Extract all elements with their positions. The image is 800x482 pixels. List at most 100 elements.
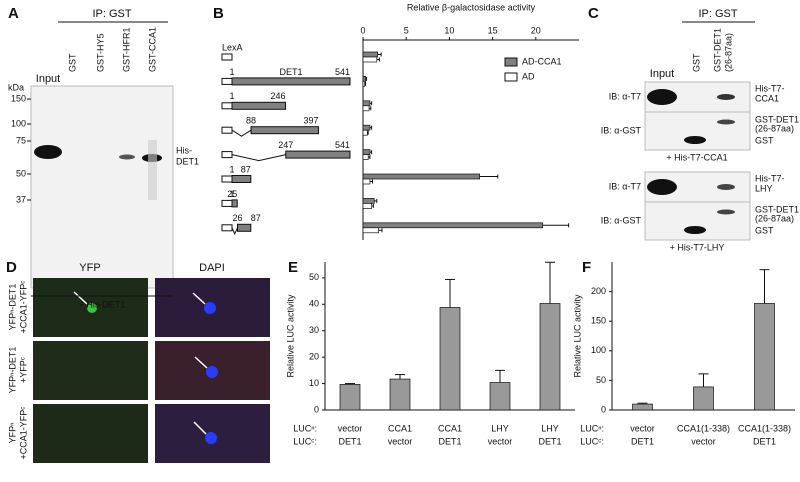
nucleus xyxy=(205,432,217,444)
lane-label: GST xyxy=(691,53,701,72)
bar xyxy=(362,173,480,180)
bar xyxy=(362,76,366,82)
bar xyxy=(362,203,372,209)
nucleus xyxy=(87,303,97,313)
lane-label: GST-CCA1 xyxy=(147,27,157,72)
column-label: DAPI xyxy=(199,262,225,274)
construct-end: 87 xyxy=(251,213,261,223)
panel-letter: A xyxy=(8,5,19,22)
x-tick-label: 5 xyxy=(404,25,409,35)
construct-start: 1 xyxy=(229,164,234,174)
row-label: LUCⁿ: xyxy=(293,423,317,433)
bar xyxy=(362,129,368,136)
yfp-image xyxy=(33,341,148,400)
x-tick-label: CCA1 xyxy=(438,423,462,433)
panel-letter: F xyxy=(582,259,591,276)
bar xyxy=(362,222,544,229)
band xyxy=(717,184,735,190)
x-tick-label: DET1 xyxy=(631,436,654,446)
marker-label: 100 xyxy=(11,118,26,128)
lexa-box xyxy=(221,126,233,134)
band xyxy=(717,94,735,100)
lane-label: GST xyxy=(67,53,77,72)
x-tick-label: CCA1(1-338) xyxy=(677,423,730,433)
construct-bar xyxy=(285,150,351,159)
deletion xyxy=(231,227,238,236)
lane-label: GST-HY5 xyxy=(95,33,105,72)
lexa-box xyxy=(221,151,233,159)
x-tick-label: vector xyxy=(630,423,655,433)
band-label: (26-87aa) xyxy=(755,123,794,133)
arrows xyxy=(73,291,208,435)
nucleus xyxy=(204,302,216,314)
bar xyxy=(439,307,461,411)
bar xyxy=(362,227,379,234)
y-axis-title: Relative LUC activity xyxy=(572,294,582,378)
bar xyxy=(362,149,371,155)
x-tick-label: vector xyxy=(388,436,413,446)
construct-label: LexA xyxy=(222,42,243,52)
band xyxy=(647,89,677,105)
yfp-image xyxy=(33,404,148,463)
construct-start: 247 xyxy=(278,140,293,150)
y-tick-label: 40 xyxy=(309,299,319,309)
marker-label: 75 xyxy=(16,135,26,145)
y-tick-label: 100 xyxy=(591,345,606,355)
x-tick-label: LHY xyxy=(541,423,559,433)
bar xyxy=(362,198,375,204)
band-label: GST xyxy=(755,135,774,145)
smear xyxy=(148,140,157,200)
construct-bar xyxy=(250,126,320,135)
footer: + His-T7-LHY xyxy=(670,242,725,252)
construct-end: 541 xyxy=(335,67,350,77)
footer: + His-T7-CCA1 xyxy=(666,152,727,162)
panel-letter: D xyxy=(6,259,17,276)
bar xyxy=(754,303,775,411)
y-tick-label: 50 xyxy=(309,272,319,282)
x-tick-label: 0 xyxy=(360,25,365,35)
x-axis-title: Relative β-galactosidase activity xyxy=(407,2,536,12)
band xyxy=(684,136,706,144)
x-tick-label: vector xyxy=(338,423,363,433)
kda-label: kDa xyxy=(8,82,24,92)
construct-bar xyxy=(236,223,252,232)
x-tick-label: CCA1(1-338) xyxy=(738,423,791,433)
legend-label: AD-CCA1 xyxy=(522,56,562,66)
blot xyxy=(644,201,751,241)
column-label: YFP xyxy=(79,262,100,274)
lexa-box xyxy=(221,102,233,110)
deletion xyxy=(231,129,252,137)
row-label: YFPⁿ-DET1 xyxy=(7,284,17,331)
marker-label: 37 xyxy=(16,194,26,204)
construct-label: DET1 xyxy=(279,67,302,77)
construct-end: 246 xyxy=(271,91,286,101)
construct-bar xyxy=(231,101,287,110)
band-label: LHY xyxy=(755,183,773,193)
lane-label: (26-87aa) xyxy=(723,33,733,72)
ib-label: IB: α-GST xyxy=(601,125,642,135)
y-tick-label: 150 xyxy=(591,316,606,326)
bar xyxy=(362,124,371,131)
ip-label: IP: GST xyxy=(92,8,131,20)
x-tick-label: 15 xyxy=(488,25,498,35)
bar xyxy=(632,403,653,411)
construct-end: 87 xyxy=(241,164,251,174)
y-tick-label: 30 xyxy=(309,325,319,335)
legend-swatch xyxy=(504,72,518,82)
bar xyxy=(693,386,714,411)
marker-label: 150 xyxy=(11,93,26,103)
lane-label: GST-DET1 xyxy=(712,28,722,72)
y-axis-title: Relative LUC activity xyxy=(285,294,295,378)
lane-label: Input xyxy=(650,68,674,80)
ip-label: IP: GST xyxy=(698,8,737,20)
band-label: CCA1 xyxy=(755,93,779,103)
construct-start: 1 xyxy=(229,189,234,199)
band xyxy=(717,119,735,125)
construct-start: 1 xyxy=(229,67,234,77)
band xyxy=(34,145,62,159)
y-tick-label: 10 xyxy=(309,378,319,388)
y-tick-label: 20 xyxy=(309,352,319,362)
y-tick-label: 0 xyxy=(601,404,606,414)
row-label: +CCA1-YFPᶜ xyxy=(18,407,28,460)
